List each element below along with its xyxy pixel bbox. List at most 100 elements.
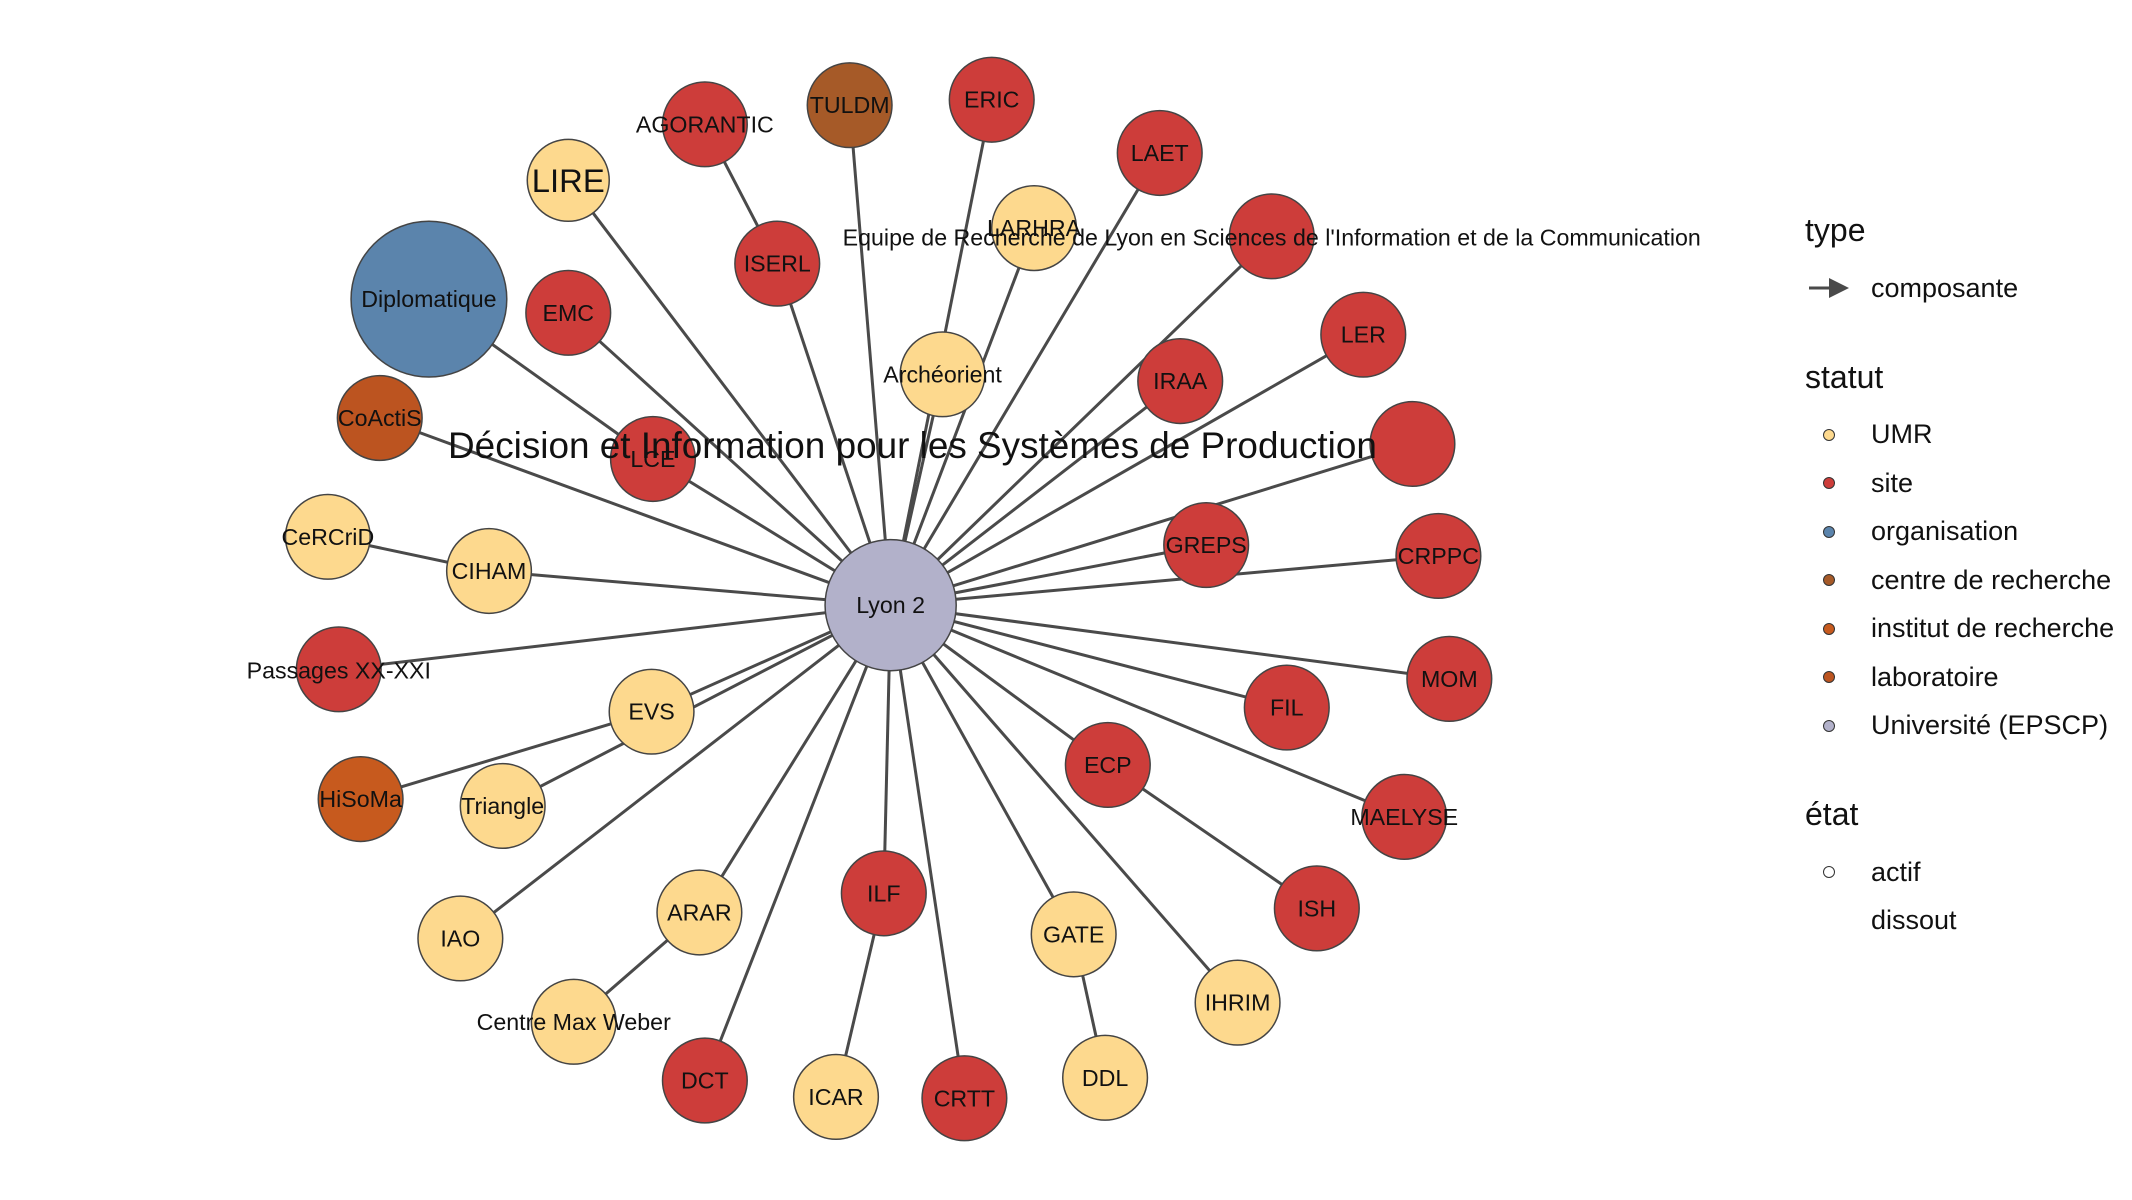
edge-lyon2-tuldm [848,105,893,606]
node-label-cercrid: CeRCriD [281,524,374,550]
node-label-passages: Passages XX-XXI [247,658,431,684]
node-label-dct: DCT [681,1068,729,1094]
node-label-diplomatique: Diplomatique [361,286,496,312]
edge-lyon2-elico [889,235,1273,607]
node-arar [656,869,743,956]
node-label-lce: LCE [630,446,675,472]
node-iserl [734,220,821,307]
edge-lyon2-dct [703,604,893,1082]
network-graph: Lyon 2 LIRE AGORANTIC TULDM ERIC LAET LARHRAEq… [247,56,1701,1142]
node-label-lire: LIRE [532,162,605,199]
legend-etat: état actif dissout [1805,794,2125,945]
node-greps [1163,501,1250,589]
legend-item-institut-de-recherche: institut de recherche [1805,605,2125,654]
node-label-archeorient: Archéorient [883,361,1002,387]
node-label-coactis: CoActiS [338,405,422,431]
node-cercrid [284,493,371,580]
node-ciham [445,527,533,615]
node-evs [608,668,695,755]
node-ihrim [1194,959,1281,1046]
node-label-greps: GREPS [1166,532,1247,558]
node-diplomatique [350,220,508,378]
edge-lyon2-passages [338,603,891,671]
node-label-ish: ISH [1297,895,1336,921]
node-iao [417,895,504,982]
node-ler [1320,291,1407,378]
node-cmw [530,978,617,1065]
node-label-arar: ARAR [667,899,731,925]
node-crtt [921,1055,1008,1142]
legend-label: Université (EPSCP) [1871,710,2109,741]
open-circle-icon [1823,866,1835,879]
legend-label: actif [1871,856,1921,887]
node-label-agorantic: AGORANTIC [636,111,774,137]
node-maelyse [1361,773,1448,860]
node-label-ddl: DDL [1082,1065,1128,1091]
legend-item-dissout: dissout [1805,897,2125,946]
edge-lyon2-ihrim [889,604,1239,1004]
legend-dot [1823,574,1835,587]
node-coactis [336,374,423,462]
legend-label: laboratoire [1871,661,1999,692]
legend-dot [1823,671,1835,684]
node-archeorient [899,331,986,418]
edge-lyon2-ciham [488,569,891,607]
node-ilf [840,850,927,937]
label-layer: Lyon 2 LIRE AGORANTIC TULDM ERIC LAET LARHRAEq… [247,87,1701,1112]
node-elico [1228,193,1315,280]
legend-item-actif: actif [1805,848,2125,897]
node-label-ler: LER [1341,322,1386,348]
arrow-icon [1809,278,1849,299]
node-label-fil: FIL [1270,695,1304,721]
legend-item-universite: Université (EPSCP) [1805,702,2125,751]
legend-item-composante: composante [1805,264,2125,313]
edge-lyon2-lire [567,179,892,607]
node-larhra [990,185,1078,272]
edge-lyon2-crppc [890,554,1439,607]
node-label-crppc: CRPPC [1398,543,1479,569]
node-crppc [1395,512,1482,600]
node-label-elico: Equipe de Recherche de Lyon en Sciences … [843,225,1701,251]
legend-label: organisation [1871,516,2019,547]
edge-lyon2-maelyse [890,603,1405,819]
node-label-gate: GATE [1043,921,1104,947]
legend-item-site: site [1805,459,2125,508]
legend-dot [1823,525,1835,538]
legend-label: UMR [1871,419,1933,450]
node-lire [526,138,610,223]
node-label-cmw: Centre Max Weber [477,1009,671,1035]
legend-type: type composante [1805,210,2125,313]
node-laet [1116,109,1203,197]
edge-lyon2-laet [889,152,1162,606]
node-label-mom: MOM [1421,666,1478,692]
node-ecp [1064,721,1151,809]
legend-dot [1823,719,1835,732]
edge-lyon2-mom [890,603,1450,681]
legend: type composante statut UMR site organisa… [1805,210,2125,989]
edge-lyon2-ler [889,333,1365,607]
legend-label: composante [1871,272,2019,303]
legend-dot [1823,428,1835,441]
node-eric [948,56,1035,143]
node-ddl [1061,1034,1149,1121]
edge-lyon2-crtt [889,604,966,1099]
legend-item-centre-de-recherche: centre de recherche [1805,556,2125,605]
node-disp [1369,400,1456,488]
legend-item-umr: UMR [1805,411,2125,460]
node-tuldm [806,62,893,149]
node-label-hisoma: HiSoMa [319,786,402,812]
node-label-icar: ICAR [808,1084,863,1110]
node-label-ciham: CIHAM [452,558,527,584]
legend-item-organisation: organisation [1805,508,2125,557]
node-label-larhra: LARHRA [987,215,1082,241]
node-lce [609,415,697,503]
legend-item-laboratoire: laboratoire [1805,653,2125,702]
node-label-crtt: CRTT [934,1085,995,1111]
node-label-ecp: ECP [1084,752,1132,778]
node-label-emc: EMC [542,300,594,326]
node-hisoma [317,756,404,843]
node-label-ilf: ILF [867,880,901,906]
node-label-lyon2: Lyon 2 [856,592,925,618]
node-label-iao: IAO [440,925,480,951]
node-mom [1406,635,1493,722]
